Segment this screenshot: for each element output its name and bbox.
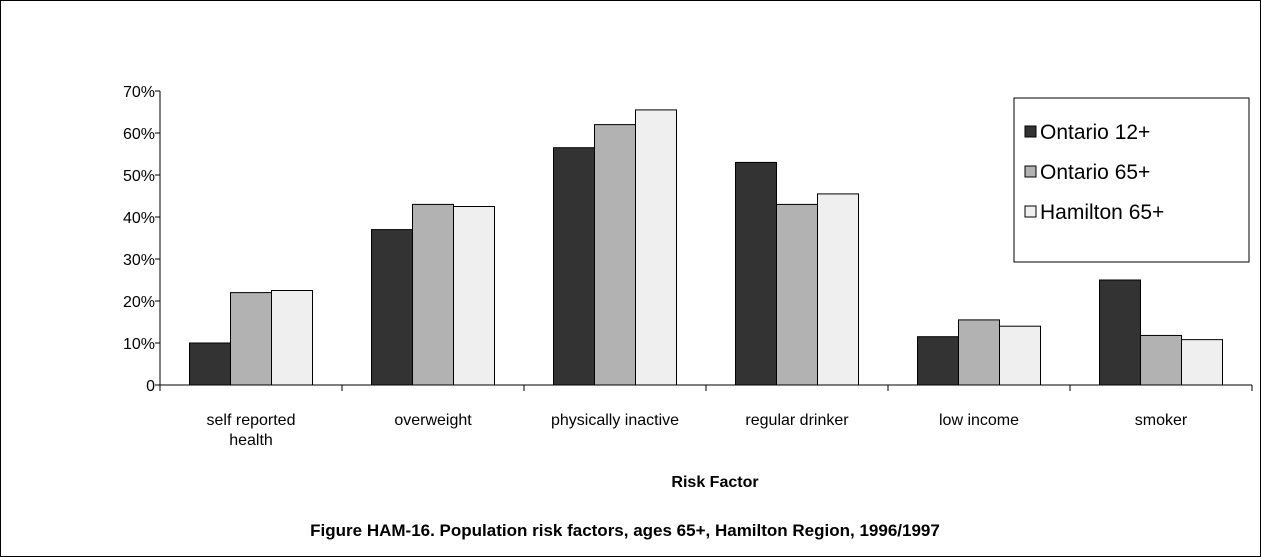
y-tick-label: 30% [123,252,155,269]
legend-swatch [1024,165,1037,178]
bar-ontario-65 [594,124,636,386]
bars [189,109,1223,386]
bar-ontario-12 [371,229,413,386]
bar-hamilton-65 [999,325,1041,386]
y-tick-label: 20% [123,294,155,311]
bar-hamilton-65 [453,206,495,386]
x-category-label: self reported health [207,412,296,449]
legend-box [1013,97,1250,263]
legend-label: Ontario 12+ [1040,121,1150,144]
bar-ontario-65 [776,203,818,386]
bar-ontario-12 [189,342,231,386]
bar-hamilton-65 [635,109,677,386]
y-tick-label: 70% [123,84,155,101]
figure-caption: Figure HAM-16. Population risk factors, … [310,521,940,540]
bar-ontario-65 [958,319,1000,386]
x-category-label: regular drinker [745,412,849,429]
x-category-label: smoker [1135,412,1188,429]
legend-label: Ontario 65+ [1040,161,1150,184]
bar-ontario-12 [735,161,777,386]
y-tick-label: 50% [123,168,155,185]
bar-ontario-65 [230,292,272,386]
bar-ontario-12 [917,336,959,386]
bar-hamilton-65 [271,290,313,386]
x-category-label: overweight [394,412,472,429]
bar-ontario-12 [553,147,595,386]
y-tick-label: 40% [123,210,155,227]
y-tick-label: 10% [123,336,155,353]
bar-hamilton-65 [817,193,859,386]
legend: Ontario 12+ Ontario 65+ Hamilton 65+ [1013,97,1250,263]
x-axis: self reported health overweight physically … [159,384,1253,449]
legend-swatch [1024,125,1037,138]
bar-ontario-65 [1140,334,1182,386]
bar-hamilton-65 [1181,339,1223,386]
y-axis: 0 10% 20% 30% 40% 50% 60% 70% [123,84,161,395]
x-axis-title: Risk Factor [671,474,758,491]
bar-ontario-12 [1099,279,1141,386]
y-tick-label: 0 [146,378,155,395]
bar-ontario-65 [412,203,454,386]
x-category-label: physically inactive [551,412,679,429]
legend-label: Hamilton 65+ [1040,201,1164,224]
x-category-label: low income [939,412,1019,429]
legend-swatch [1024,205,1037,218]
y-tick-label: 60% [123,126,155,143]
